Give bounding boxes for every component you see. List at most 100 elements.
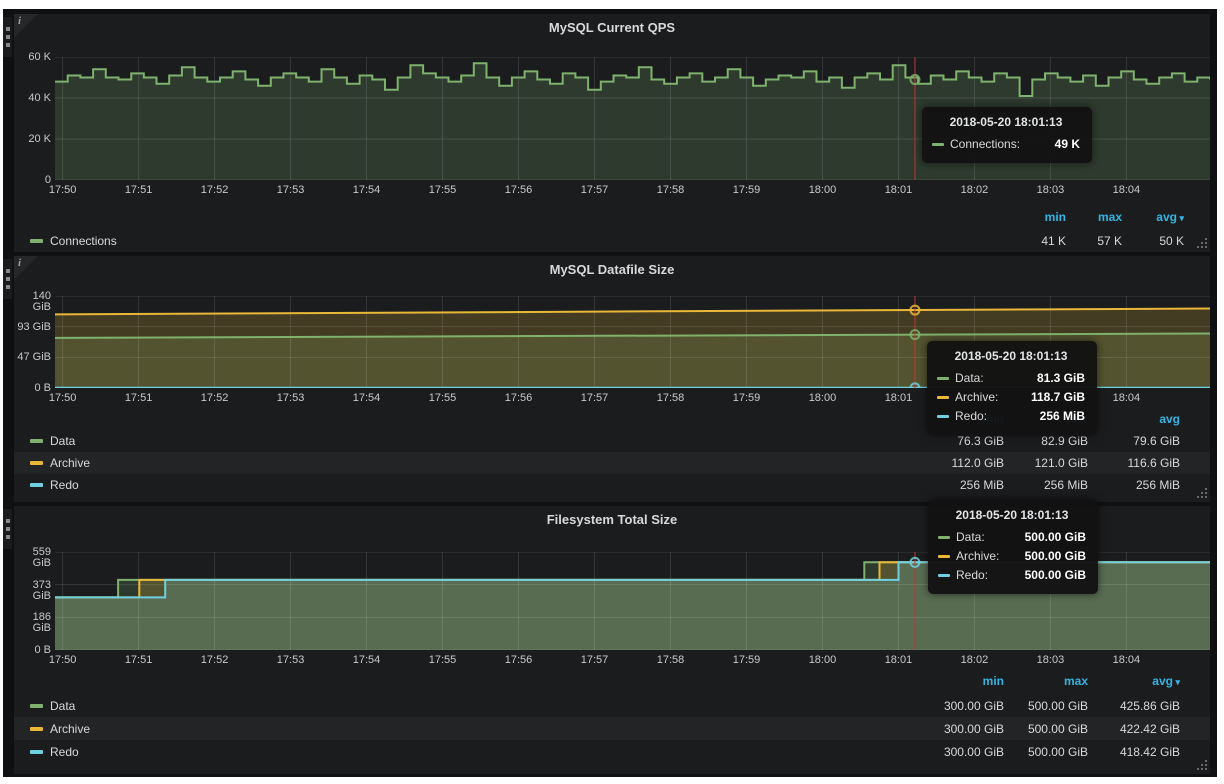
- y-axis-tick: 140 GiB: [14, 291, 51, 313]
- resize-handle[interactable]: [1195, 237, 1208, 250]
- chevron-down-icon: ▾: [1173, 677, 1180, 687]
- tooltip-filesystem-size: 2018-05-20 18:01:13 Data:500.00 GiBArchi…: [928, 500, 1098, 594]
- x-axis-tick: 17:51: [125, 654, 153, 666]
- x-axis-tick: 17:55: [429, 392, 457, 404]
- y-axis-tick: 20 K: [14, 134, 51, 145]
- legend-stat-values: 41 K57 K50 K: [1006, 234, 1184, 248]
- stat-value: 82.9 GiB: [1004, 434, 1088, 448]
- legend-sort-max[interactable]: max: [1004, 674, 1088, 688]
- x-axis-tick: 17:52: [201, 184, 229, 196]
- stat-value: 79.6 GiB: [1088, 434, 1180, 448]
- legend-row: Data300.00 GiB500.00 GiB425.86 GiB: [14, 694, 1210, 717]
- legend-sort-avg[interactable]: avg ▾: [1088, 674, 1180, 688]
- tooltip-qps: 2018-05-20 18:01:13 Connections:49 K: [922, 107, 1092, 163]
- x-axis-tick: 18:02: [961, 184, 989, 196]
- tooltip-series-row: Data:500.00 GiB: [938, 528, 1086, 547]
- tooltip-series-row: Connections:49 K: [932, 135, 1080, 154]
- series-color-dash-icon: [30, 483, 43, 487]
- tooltip-series-value: 49 K: [1041, 135, 1080, 154]
- x-axis-tick: 17:56: [505, 392, 533, 404]
- series-color-dash-icon: [937, 396, 949, 399]
- y-axis-tick: 373 GiB: [14, 580, 51, 602]
- panel-drag-handle[interactable]: [3, 17, 12, 57]
- y-axis-tick: 186 GiB: [14, 612, 51, 634]
- x-axis-tick: 17:50: [49, 654, 77, 666]
- series-color-dash-icon: [937, 415, 949, 418]
- y-axis-tick: 0 B: [14, 645, 51, 656]
- stat-value: 76.3 GiB: [908, 434, 1004, 448]
- x-axis-tick: 17:59: [733, 654, 761, 666]
- legend-sort-min[interactable]: min: [908, 674, 1004, 688]
- x-axis-tick: 17:58: [657, 392, 685, 404]
- legend-series-archive[interactable]: Archive: [30, 722, 90, 736]
- panel-drag-handle[interactable]: [3, 259, 12, 299]
- legend-stat-values: 300.00 GiB500.00 GiB422.42 GiB: [908, 722, 1180, 736]
- legend-stat-values: 256 MiB256 MiB256 MiB: [908, 478, 1180, 492]
- tooltip-series-row: Redo:256 MiB: [937, 407, 1085, 426]
- panel-title[interactable]: MySQL Datafile Size: [14, 262, 1210, 277]
- stat-value: 256 MiB: [1004, 478, 1088, 492]
- x-axis-tick: 17:53: [277, 184, 305, 196]
- x-axis-tick: 18:04: [1113, 654, 1141, 666]
- legend-series-data[interactable]: Data: [30, 699, 75, 713]
- legend-series-redo[interactable]: Redo: [30, 745, 79, 759]
- dashboard-content: i MySQL Current QPS 020 K40 K60 K17:5017…: [3, 9, 1217, 777]
- panel-drag-handle[interactable]: [3, 509, 12, 549]
- series-color-dash-icon: [938, 574, 950, 577]
- legend-series-redo[interactable]: Redo: [30, 478, 79, 492]
- series-color-dash-icon: [937, 377, 949, 380]
- legend-sort-min[interactable]: min: [1006, 210, 1066, 224]
- x-axis-tick: 18:02: [961, 654, 989, 666]
- grafana-dashboard: i MySQL Current QPS 020 K40 K60 K17:5017…: [0, 0, 1224, 784]
- legend-row: Redo 256 MiB256 MiB256 MiB: [14, 474, 1210, 496]
- legend-series-connections[interactable]: Connections: [30, 234, 117, 248]
- y-axis-tick: 0 B: [14, 383, 51, 394]
- tooltip-series-label: Archive:: [956, 547, 999, 566]
- resize-handle[interactable]: [1195, 487, 1208, 500]
- y-axis-tick: 559 GiB: [14, 547, 51, 569]
- tooltip-series-value: 500.00 GiB: [1011, 566, 1086, 585]
- y-axis-tick: 0: [14, 175, 51, 186]
- x-axis-tick: 18:00: [809, 392, 837, 404]
- x-axis-tick: 18:01: [885, 654, 913, 666]
- series-color-dash-icon: [30, 239, 43, 243]
- legend-series-data[interactable]: Data: [30, 434, 75, 448]
- panel-title[interactable]: MySQL Current QPS: [14, 20, 1210, 35]
- series-color-dash-icon: [938, 536, 950, 539]
- series-color-dash-icon: [30, 750, 43, 754]
- stat-value: 116.6 GiB: [1088, 456, 1180, 470]
- tooltip-timestamp: 2018-05-20 18:01:13: [932, 115, 1080, 129]
- series-label-text: Redo: [50, 745, 79, 759]
- x-axis-tick: 17:58: [657, 184, 685, 196]
- tooltip-timestamp: 2018-05-20 18:01:13: [937, 349, 1085, 363]
- series-label-text: Connections: [50, 234, 117, 248]
- tooltip-timestamp: 2018-05-20 18:01:13: [938, 508, 1086, 522]
- stat-value: 57 K: [1066, 234, 1122, 248]
- stat-value: 425.86 GiB: [1088, 699, 1180, 713]
- series-color-dash-icon: [30, 461, 43, 465]
- tooltip-series-label: Redo:: [956, 566, 988, 585]
- tooltip-datafile-size: 2018-05-20 18:01:13 Data:81.3 GiBArchive…: [927, 341, 1097, 435]
- x-axis-tick: 17:53: [277, 654, 305, 666]
- tooltip-series-row: Redo: 500.00 GiB: [938, 566, 1086, 585]
- x-axis-tick: 17:54: [353, 392, 381, 404]
- x-axis-tick: 17:57: [581, 184, 609, 196]
- stat-value: 500.00 GiB: [1004, 745, 1088, 759]
- x-axis-tick: 17:59: [733, 392, 761, 404]
- legend-series-archive[interactable]: Archive: [30, 456, 90, 470]
- series-label-text: Archive: [50, 456, 90, 470]
- tooltip-series-value: 256 MiB: [1026, 407, 1085, 426]
- stat-value: 41 K: [1006, 234, 1066, 248]
- resize-handle[interactable]: [1195, 759, 1208, 772]
- y-axis-tick: 47 GiB: [14, 352, 51, 363]
- x-axis-tick: 17:57: [581, 392, 609, 404]
- x-axis-tick: 17:55: [429, 184, 457, 196]
- legend-sort-avg[interactable]: avg: [1088, 412, 1180, 426]
- legend-sort-avg[interactable]: avg ▾: [1122, 210, 1184, 224]
- x-axis-tick: 17:51: [125, 184, 153, 196]
- tooltip-series-row: Archive:500.00 GiB: [938, 547, 1086, 566]
- legend-stat-values: 112.0 GiB121.0 GiB116.6 GiB: [908, 456, 1180, 470]
- legend-sort-max[interactable]: max: [1066, 210, 1122, 224]
- series-color-dash-icon: [932, 143, 944, 146]
- stat-value: 422.42 GiB: [1088, 722, 1180, 736]
